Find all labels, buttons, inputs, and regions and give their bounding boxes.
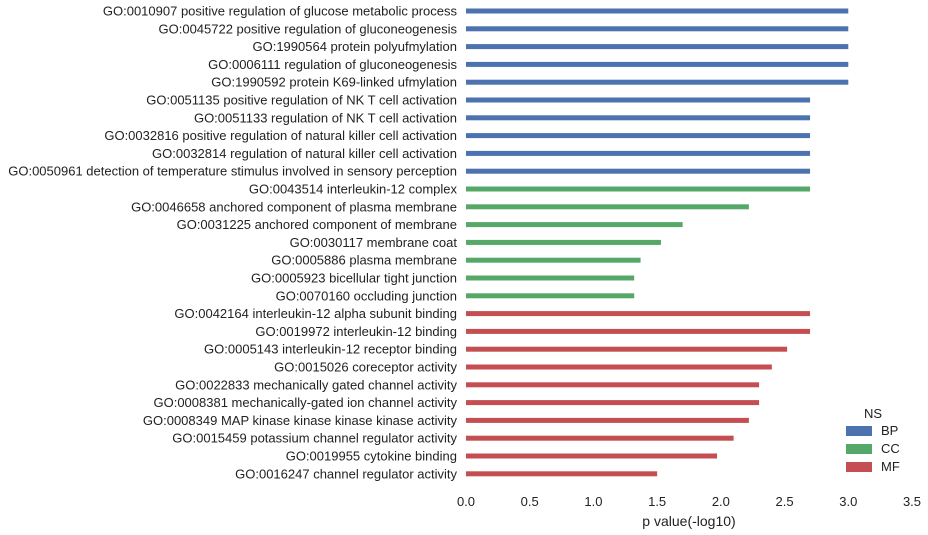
bar-mf [466,453,718,459]
category-label: GO:0019955 cytokine binding [286,449,457,464]
category-label: GO:0042164 interleukin-12 alpha subunit … [174,306,457,321]
legend-swatch-bp [846,426,872,436]
bar-bp [466,8,849,14]
bar-bp [466,44,849,50]
bar-mf [466,364,772,370]
bar-mf [466,346,788,352]
x-tick-label: 3.5 [903,494,921,509]
x-tick-label: 1.5 [648,494,666,509]
legend-swatch-mf [846,462,872,472]
bar-mf [466,435,734,441]
bar-bp [466,133,811,139]
x-tick-label: 0.0 [457,494,475,509]
category-label: GO:0050961 detection of temperature stim… [8,164,457,179]
bar-bp [466,115,811,121]
x-tick-label: 2.0 [712,494,730,509]
category-label: GO:1990592 protein K69-linked ufmylation [211,75,457,90]
legend-label-bp: BP [881,423,898,438]
category-label: GO:0016247 channel regulator activity [235,466,457,481]
bar-cc [466,293,635,299]
legend-label-mf: MF [881,459,900,474]
x-axis-title: p value(-log10) [642,513,735,529]
category-labels: GO:0010907 positive regulation of glucos… [8,4,457,482]
bar-bp [466,26,849,32]
bar-bp [466,150,811,156]
category-label: GO:0019972 interleukin-12 binding [255,324,457,339]
bar-mf [466,400,760,406]
bar-bp [466,97,811,103]
x-tick-label: 0.5 [521,494,539,509]
bar-cc [466,204,749,210]
category-label: GO:0070160 occluding junction [276,288,457,303]
x-tick-label: 3.0 [839,494,857,509]
category-label: GO:0043514 interleukin-12 complex [249,182,458,197]
category-label: GO:0006111 regulation of gluconeogenesis [208,57,457,72]
bar-cc [466,239,661,245]
bar-cc [466,222,683,228]
category-label: GO:0008349 MAP kinase kinase kinase kina… [143,413,458,428]
category-label: GO:0032816 positive regulation of natura… [104,128,457,143]
category-label: GO:1990564 protein polyufmylation [252,39,457,54]
legend-swatch-cc [846,444,872,454]
legend-title: NS [864,406,882,421]
category-label: GO:0051135 positive regulation of NK T c… [146,93,457,108]
bar-mf [466,471,658,477]
x-axis-ticks: 0.0 0.5 1.0 1.5 2.0 2.5 3.0 3.5 [457,494,921,509]
category-label: GO:0005886 plasma membrane [271,253,457,268]
category-label: GO:0015026 coreceptor activity [274,360,457,375]
category-label: GO:0030117 membrane coat [290,235,458,250]
category-label: GO:0005143 interleukin-12 receptor bindi… [204,342,457,357]
bar-cc [466,257,641,263]
bar-bp [466,168,811,174]
bar-mf [466,311,811,317]
bar-mf [466,382,760,388]
category-label: GO:0045722 positive regulation of glucon… [159,21,458,36]
category-label: GO:0015459 potassium channel regulator a… [172,431,457,446]
x-tick-label: 2.5 [776,494,794,509]
category-label: GO:0008381 mechanically-gated ion channe… [153,395,457,410]
category-label: GO:0046658 anchored component of plasma … [131,199,457,214]
bar-bp [466,61,849,67]
category-label: GO:0051133 regulation of NK T cell activ… [194,110,457,125]
category-label: GO:0010907 positive regulation of glucos… [103,4,458,19]
legend: NS BP CC MF [846,406,900,474]
category-label: GO:0031225 anchored component of membran… [177,217,457,232]
bars-group [466,8,849,477]
x-tick-label: 1.0 [584,494,602,509]
category-label: GO:0005923 bicellular tight junction [251,271,457,286]
bar-cc [466,275,635,281]
category-label: GO:0032814 regulation of natural killer … [152,146,457,161]
bar-cc [466,186,811,192]
bar-bp [466,79,849,85]
category-label: GO:0022833 mechanically gated channel ac… [175,377,457,392]
bar-mf [466,328,811,334]
bar-mf [466,417,749,423]
legend-label-cc: CC [881,441,900,456]
